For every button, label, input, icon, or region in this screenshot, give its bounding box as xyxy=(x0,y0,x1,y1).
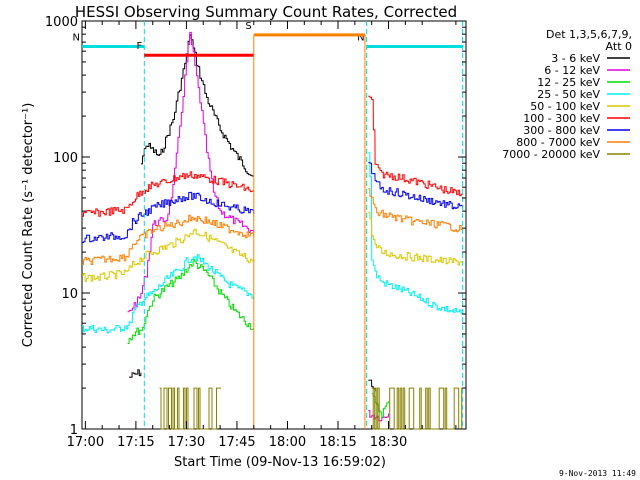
series-segment xyxy=(368,188,464,233)
y-tick-label: 1000 xyxy=(45,15,78,30)
series-3-6-kev xyxy=(129,34,376,392)
y-tick-label: 100 xyxy=(53,151,78,166)
axes: 17:00 17:15 17:30 17:45 18:00 18:15 18:30 1 10 10… xyxy=(45,15,466,450)
series-segment xyxy=(159,387,221,430)
series-layer xyxy=(82,31,464,430)
flag-s-label: S xyxy=(245,21,251,32)
x-tick-label: 18:00 xyxy=(269,435,306,450)
series-segment xyxy=(368,152,464,315)
legend-label: 50 - 100 keV xyxy=(530,100,600,113)
series-segment xyxy=(140,34,255,177)
series-segment xyxy=(368,162,464,210)
series-segment xyxy=(82,191,255,243)
x-tick-label: 17:45 xyxy=(218,435,255,450)
x-axis-label: Start Time (09-Nov-13 16:59:02) xyxy=(174,455,386,470)
y-tick-label: 1 xyxy=(70,423,78,438)
legend-label: 100 - 300 keV xyxy=(523,112,600,125)
legend-title-1: Det 1,3,5,6,7,9, xyxy=(546,28,632,41)
series-segment xyxy=(82,171,255,217)
footer-timestamp: 9-Nov-2013 11:49 xyxy=(559,469,636,478)
series-segment xyxy=(129,369,142,378)
series-segment xyxy=(368,379,376,392)
series-segment xyxy=(127,258,255,344)
legend-label: 12 - 25 keV xyxy=(537,76,600,89)
y-axis-label: Corrected Count Rate (s⁻¹ detector⁻¹) xyxy=(21,103,36,348)
legend-label: 300 - 800 keV xyxy=(523,124,600,137)
chart-title: HESSI Observing Summary Count Rates, Cor… xyxy=(75,3,457,21)
series-segment xyxy=(82,228,255,282)
series-100-300-kev xyxy=(82,95,464,217)
flag-n-label: N xyxy=(73,32,80,43)
series-segment xyxy=(82,254,255,334)
y-tick-label: 10 xyxy=(61,287,78,302)
series-segment xyxy=(368,95,464,197)
legend-label: 25 - 50 keV xyxy=(537,88,600,101)
legend-label: 6 - 12 keV xyxy=(544,64,600,77)
x-tick-label: 17:15 xyxy=(117,435,154,450)
series-segment xyxy=(368,410,389,422)
flag-f-label: F xyxy=(137,41,143,52)
series-25-50-kev xyxy=(82,152,464,334)
series-300-800-kev xyxy=(82,162,464,243)
series-segment xyxy=(368,211,464,266)
legend-label: 3 - 6 keV xyxy=(551,52,600,65)
x-tick-label: 17:30 xyxy=(168,435,205,450)
legend-label: 7000 - 20000 keV xyxy=(502,148,600,161)
flag-n-label: N xyxy=(357,32,364,43)
legend-label: 800 - 7000 keV xyxy=(516,136,600,149)
attenuator-flags: N N F S xyxy=(73,21,464,429)
series-segment xyxy=(371,387,464,430)
series-7000-20000-kev xyxy=(159,387,464,430)
legend-title-2: Att 0 xyxy=(606,40,632,53)
x-tick-label: 18:30 xyxy=(370,435,407,450)
x-tick-label: 17:00 xyxy=(67,435,104,450)
plot-frame xyxy=(81,20,467,430)
series-6-12-kev xyxy=(127,31,389,422)
series-50-100-kev xyxy=(82,211,464,282)
series-segment xyxy=(82,214,255,265)
x-tick-label: 18:15 xyxy=(319,435,356,450)
series-800-7000-kev xyxy=(82,188,464,265)
